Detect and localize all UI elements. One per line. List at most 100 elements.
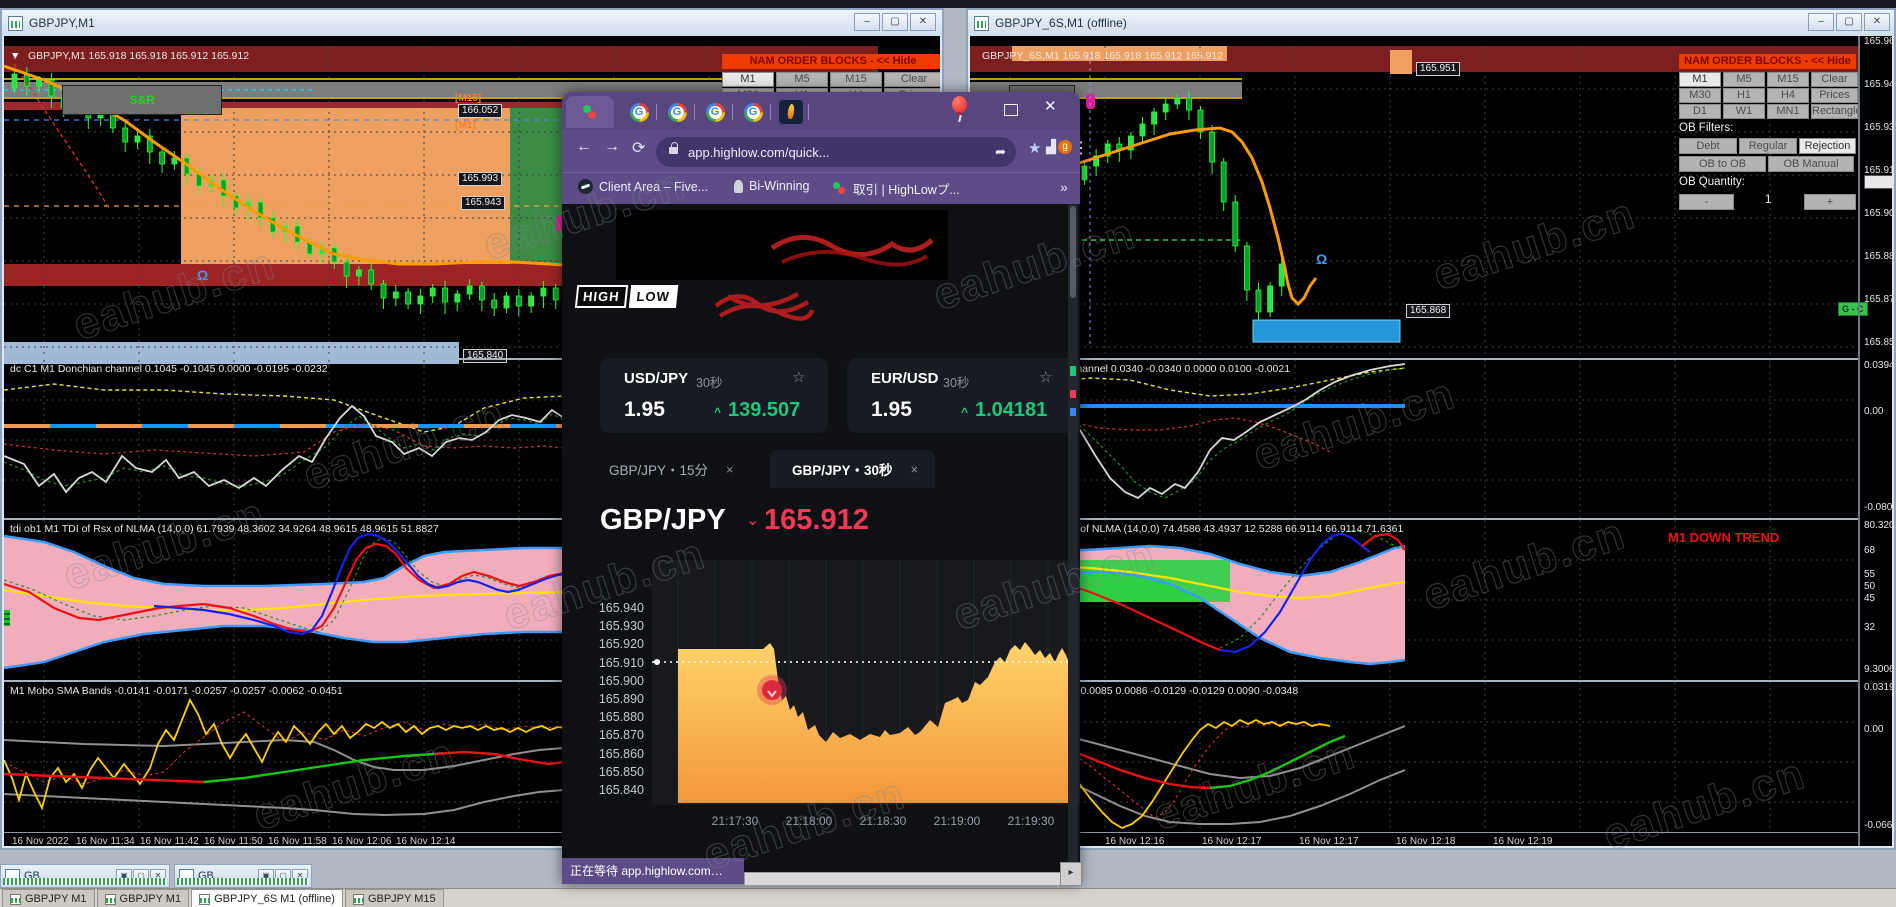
bookmarks-overflow[interactable]: » (1060, 179, 1068, 195)
nam-button-d1[interactable]: D1 (1679, 104, 1721, 119)
nam-button-regular[interactable]: Regular (1739, 138, 1797, 154)
nam-button-m5[interactable]: M5 (776, 72, 828, 87)
chart-tab-label: GBP/JPY・15分 (609, 463, 709, 478)
favorite-star-icon[interactable]: ☆ (792, 369, 806, 386)
vertical-scrollbar[interactable] (1068, 204, 1078, 884)
nam-banner[interactable]: NAM ORDER BLOCKS - << Hide (722, 54, 940, 69)
forward-button[interactable]: → (604, 138, 620, 155)
address-bar[interactable]: app.highlow.com/quick... ➦ (656, 137, 1016, 167)
extensions-puzzle-icon[interactable]: ▟ (1046, 139, 1056, 154)
pane-separator[interactable] (970, 680, 1858, 682)
candlestick (1174, 97, 1181, 105)
gc-badge[interactable]: G - C (1838, 302, 1868, 316)
workspace-tab[interactable]: GBPJPY M15 (344, 889, 444, 907)
pane-separator[interactable] (970, 518, 1858, 520)
nam-button-ob-to-ob[interactable]: OB to OB (1679, 156, 1766, 172)
share-icon[interactable]: ➦ (995, 144, 1006, 159)
google-favicon (705, 102, 725, 122)
candlestick (1093, 155, 1099, 167)
nam-button-rectangles[interactable]: Rectangles (1811, 104, 1858, 119)
nam-button-clear[interactable]: Clear (884, 72, 940, 87)
price-area-chart[interactable] (652, 560, 1080, 805)
window-titlebar[interactable]: GBPJPY,M1 – ▢ ✕ (2, 10, 942, 36)
workspace-tab[interactable]: GBPJPY_6S M1 (offline) (191, 889, 343, 907)
nam-button-m5[interactable]: M5 (1723, 72, 1765, 87)
trade-marker-down (762, 680, 782, 700)
nam-button-m15[interactable]: M15 (830, 72, 882, 87)
browser-tab-google[interactable] (620, 96, 658, 128)
close-button[interactable]: ✕ (910, 13, 936, 31)
scrollbar-thumb[interactable] (1070, 206, 1076, 298)
nam-button-prices[interactable]: Prices (1811, 88, 1858, 103)
nam-button-m1[interactable]: M1 (722, 72, 774, 87)
nam-button-m15[interactable]: M15 (1767, 72, 1809, 87)
nam-button-mn1[interactable]: MN1 (1767, 104, 1809, 119)
qty-minus-button[interactable]: - (1679, 194, 1734, 210)
workspace-tab[interactable]: GBPJPY M1 (2, 889, 95, 907)
nam-button-m30[interactable]: M30 (1679, 88, 1721, 103)
browser-tab-google[interactable] (696, 96, 734, 128)
nam-button-m1[interactable]: M1 (1679, 72, 1721, 87)
favorite-star-icon[interactable]: ☆ (1039, 369, 1053, 386)
indicator-label: dc C1 M1 Donchian channel 0.1045 -0.1045… (10, 363, 328, 375)
close-button[interactable]: ✕ (1864, 13, 1890, 31)
nam-button-h1[interactable]: H1 (1723, 88, 1765, 103)
workspace-tab[interactable]: GBPJPY M1 (96, 889, 190, 907)
nam-button-h4[interactable]: H4 (1767, 88, 1809, 103)
scale-tick: 165.855 (1864, 337, 1892, 348)
chart-area[interactable]: Ω GBPJPY_6S,M1 165.918 165.918 165.912 1… (970, 36, 1892, 846)
browser-tab-google[interactable] (734, 96, 772, 128)
pane-separator[interactable] (4, 518, 940, 520)
horizontal-scrollbar[interactable] (744, 872, 1064, 886)
candlestick (1209, 131, 1216, 163)
bookmark-star-icon[interactable]: ★ (1028, 140, 1042, 157)
m1-tag: [M1] (455, 120, 476, 131)
restore-button[interactable]: ▢ (882, 13, 908, 31)
scale-tick: 55 (1864, 569, 1876, 580)
minimize-button[interactable]: – (854, 13, 880, 31)
y-axis-label: 165.860 (598, 746, 644, 761)
minimized-window[interactable]: GB... ▣ ▢ ✕ (0, 864, 170, 888)
nam-button-rejection[interactable]: Rejection (1799, 138, 1856, 154)
bookmark-item[interactable]: Client Area – Five... (578, 179, 708, 194)
time-tick: 16 Nov 12:14 (396, 836, 456, 846)
back-button[interactable]: ← (576, 138, 592, 155)
browser-content: HIGH LOW USD/JPY 30秒 ☆ 1.95 ^ 139.507 EUR/USD 30… (562, 204, 1080, 884)
pane-separator[interactable] (970, 358, 1858, 360)
browser-tab-highlow[interactable] (566, 96, 614, 128)
chart-tab-close[interactable]: × (726, 461, 734, 477)
nam-banner[interactable]: NAM ORDER BLOCKS - << Hide (1679, 54, 1856, 69)
browser-tab-google[interactable] (658, 96, 696, 128)
time-tick: 16 Nov 12:06 (332, 836, 392, 846)
restore-button[interactable]: ▢ (1836, 13, 1862, 31)
asset-card-usdjpy[interactable]: USD/JPY 30秒 ☆ 1.95 ^ 139.507 (600, 358, 828, 433)
nam-button-clear[interactable]: Clear (1811, 72, 1858, 87)
window-titlebar[interactable]: GBPJPY_6S,M1 (offline) – ▢ ✕ (968, 10, 1894, 36)
nam-button-debt[interactable]: Debt (1679, 138, 1737, 154)
minimized-window[interactable]: GB... ▣ ▢ ✕ (174, 864, 312, 888)
chart-dropdown-arrow[interactable]: ▼ (10, 50, 21, 62)
browser-tab-torch[interactable] (772, 96, 810, 128)
scroll-marker (4, 610, 10, 626)
workspace-tab-label: GBPJPY M1 (25, 893, 87, 905)
close-button[interactable]: ✕ (1044, 98, 1057, 115)
nam-button-ob-manual[interactable]: OB Manual (1768, 156, 1854, 172)
extension-badge[interactable]: g (1058, 140, 1072, 154)
reload-button[interactable]: ⟳ (632, 140, 646, 157)
qty-plus-button[interactable]: + (1804, 194, 1856, 210)
price-label: 165.943 (461, 196, 506, 210)
maximize-button[interactable] (1004, 104, 1018, 116)
bookmark-item[interactable]: Bi-Winning (734, 179, 809, 193)
minimize-button[interactable]: – (1808, 13, 1834, 31)
nam-button-w1[interactable]: W1 (1723, 104, 1765, 119)
workspace-tab-label: GBPJPY M1 (119, 893, 182, 905)
chart-tab-close[interactable]: × (910, 461, 919, 477)
asset-card-eurusd[interactable]: EUR/USD 30秒 ☆ 1.95 ^ 1.04181 (847, 358, 1080, 433)
pane-separator[interactable] (4, 358, 940, 360)
menu-icon[interactable]: ⋮ (1073, 140, 1089, 157)
pane-separator[interactable] (4, 680, 940, 682)
scroll-corner-button[interactable]: ▸ (1060, 862, 1082, 886)
chart-tab[interactable]: GBP/JPY・15分 × (575, 450, 770, 488)
chart-tab[interactable]: GBP/JPY・30秒 × (770, 450, 935, 488)
bookmark-item[interactable]: 取引 | HighLowプ... (832, 179, 960, 198)
